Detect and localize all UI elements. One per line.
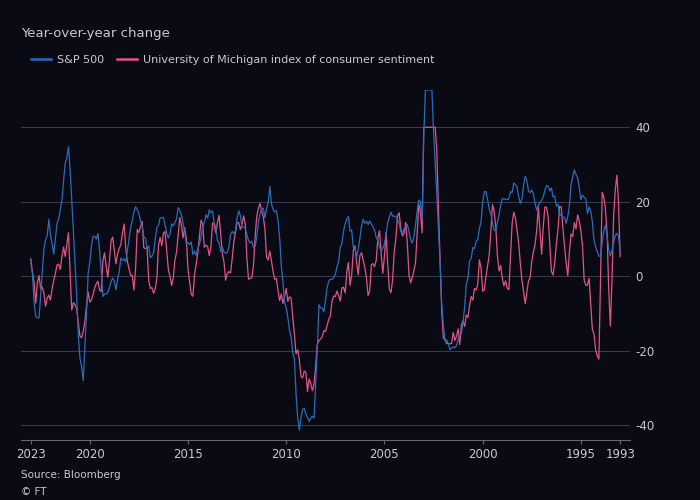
Text: © FT: © FT <box>21 487 46 497</box>
Legend: S&P 500, University of Michigan index of consumer sentiment: S&P 500, University of Michigan index of… <box>27 50 438 69</box>
Text: Source: Bloomberg: Source: Bloomberg <box>21 470 120 480</box>
Text: Year-over-year change: Year-over-year change <box>21 27 170 40</box>
